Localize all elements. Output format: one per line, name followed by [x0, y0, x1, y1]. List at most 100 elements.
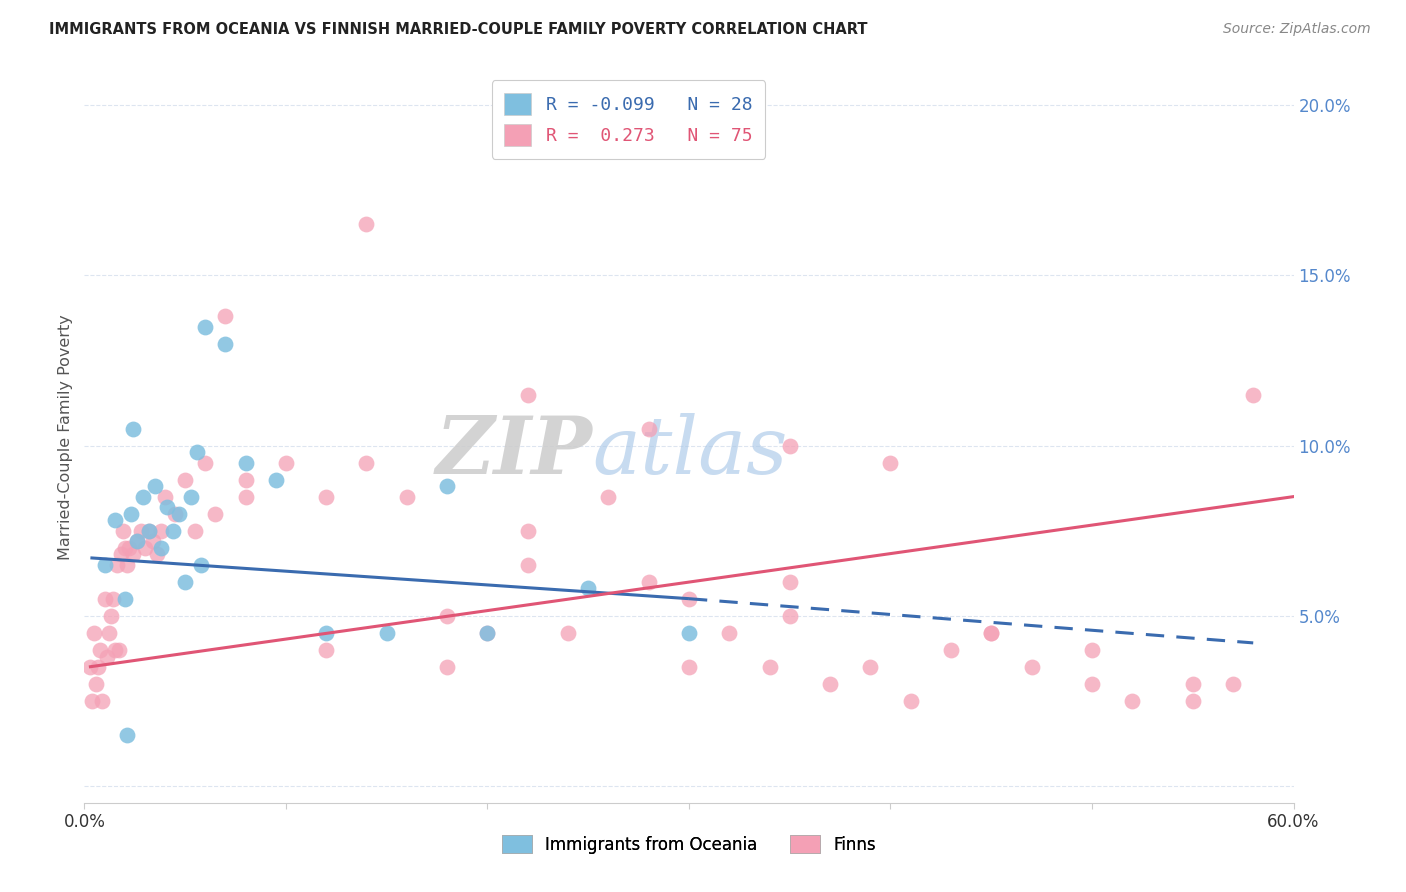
Point — [194, 456, 217, 470]
Point — [1021, 659, 1043, 673]
Point — [93, 558, 115, 572]
Point — [111, 524, 134, 538]
Point — [125, 533, 148, 548]
Point — [82, 694, 104, 708]
Point — [100, 608, 122, 623]
Point — [138, 524, 160, 538]
Point — [186, 445, 208, 459]
Point — [939, 642, 962, 657]
Point — [143, 479, 166, 493]
Point — [516, 387, 538, 401]
Point — [162, 524, 184, 538]
Point — [477, 625, 499, 640]
Point — [436, 479, 458, 493]
Point — [105, 558, 128, 572]
Point — [184, 524, 207, 538]
Point — [900, 694, 922, 708]
Point — [1121, 694, 1143, 708]
Point — [204, 507, 226, 521]
Point — [1241, 387, 1264, 401]
Point — [436, 608, 458, 623]
Point — [356, 456, 378, 470]
Point — [678, 625, 700, 640]
Point — [779, 608, 801, 623]
Point — [859, 659, 882, 673]
Point — [1081, 677, 1104, 691]
Point — [274, 456, 297, 470]
Point — [167, 507, 190, 521]
Point — [315, 642, 337, 657]
Point — [395, 490, 418, 504]
Point — [121, 548, 143, 562]
Point — [235, 490, 257, 504]
Point — [598, 490, 620, 504]
Legend: Immigrants from Oceania, Finns: Immigrants from Oceania, Finns — [495, 829, 883, 860]
Point — [149, 524, 172, 538]
Point — [96, 649, 118, 664]
Point — [180, 490, 202, 504]
Point — [436, 659, 458, 673]
Text: atlas: atlas — [592, 413, 787, 491]
Point — [114, 541, 136, 555]
Point — [1181, 694, 1204, 708]
Text: Source: ZipAtlas.com: Source: ZipAtlas.com — [1223, 22, 1371, 37]
Point — [114, 591, 136, 606]
Point — [115, 558, 138, 572]
Point — [142, 533, 165, 548]
Point — [138, 524, 160, 538]
Point — [678, 659, 700, 673]
Point — [758, 659, 780, 673]
Point — [1181, 677, 1204, 691]
Point — [87, 659, 110, 673]
Point — [120, 507, 142, 521]
Point — [165, 507, 187, 521]
Point — [174, 473, 197, 487]
Point — [315, 490, 337, 504]
Point — [104, 642, 127, 657]
Point — [129, 524, 152, 538]
Point — [779, 439, 801, 453]
Point — [516, 524, 538, 538]
Point — [1222, 677, 1244, 691]
Point — [1081, 642, 1104, 657]
Point — [79, 659, 101, 673]
Point — [125, 533, 148, 548]
Point — [980, 625, 1002, 640]
Point — [110, 548, 132, 562]
Point — [89, 642, 111, 657]
Point — [174, 574, 197, 589]
Point — [132, 490, 155, 504]
Point — [194, 319, 217, 334]
Point — [134, 541, 156, 555]
Point — [146, 548, 169, 562]
Point — [101, 591, 124, 606]
Point — [315, 625, 337, 640]
Point — [356, 218, 378, 232]
Point — [104, 513, 127, 527]
Point — [818, 677, 841, 691]
Point — [121, 421, 143, 435]
Point — [779, 574, 801, 589]
Point — [107, 642, 129, 657]
Point — [477, 625, 499, 640]
Point — [718, 625, 741, 640]
Point — [156, 500, 179, 514]
Point — [153, 490, 176, 504]
Point — [980, 625, 1002, 640]
Point — [516, 558, 538, 572]
Point — [678, 591, 700, 606]
Text: ZIP: ZIP — [436, 413, 592, 491]
Point — [97, 625, 120, 640]
Point — [83, 625, 105, 640]
Point — [214, 310, 236, 324]
Point — [235, 473, 257, 487]
Point — [264, 473, 287, 487]
Point — [91, 694, 114, 708]
Point — [235, 456, 257, 470]
Point — [115, 728, 138, 742]
Point — [190, 558, 212, 572]
Point — [557, 625, 579, 640]
Point — [637, 421, 659, 435]
Point — [86, 677, 108, 691]
Point — [118, 541, 141, 555]
